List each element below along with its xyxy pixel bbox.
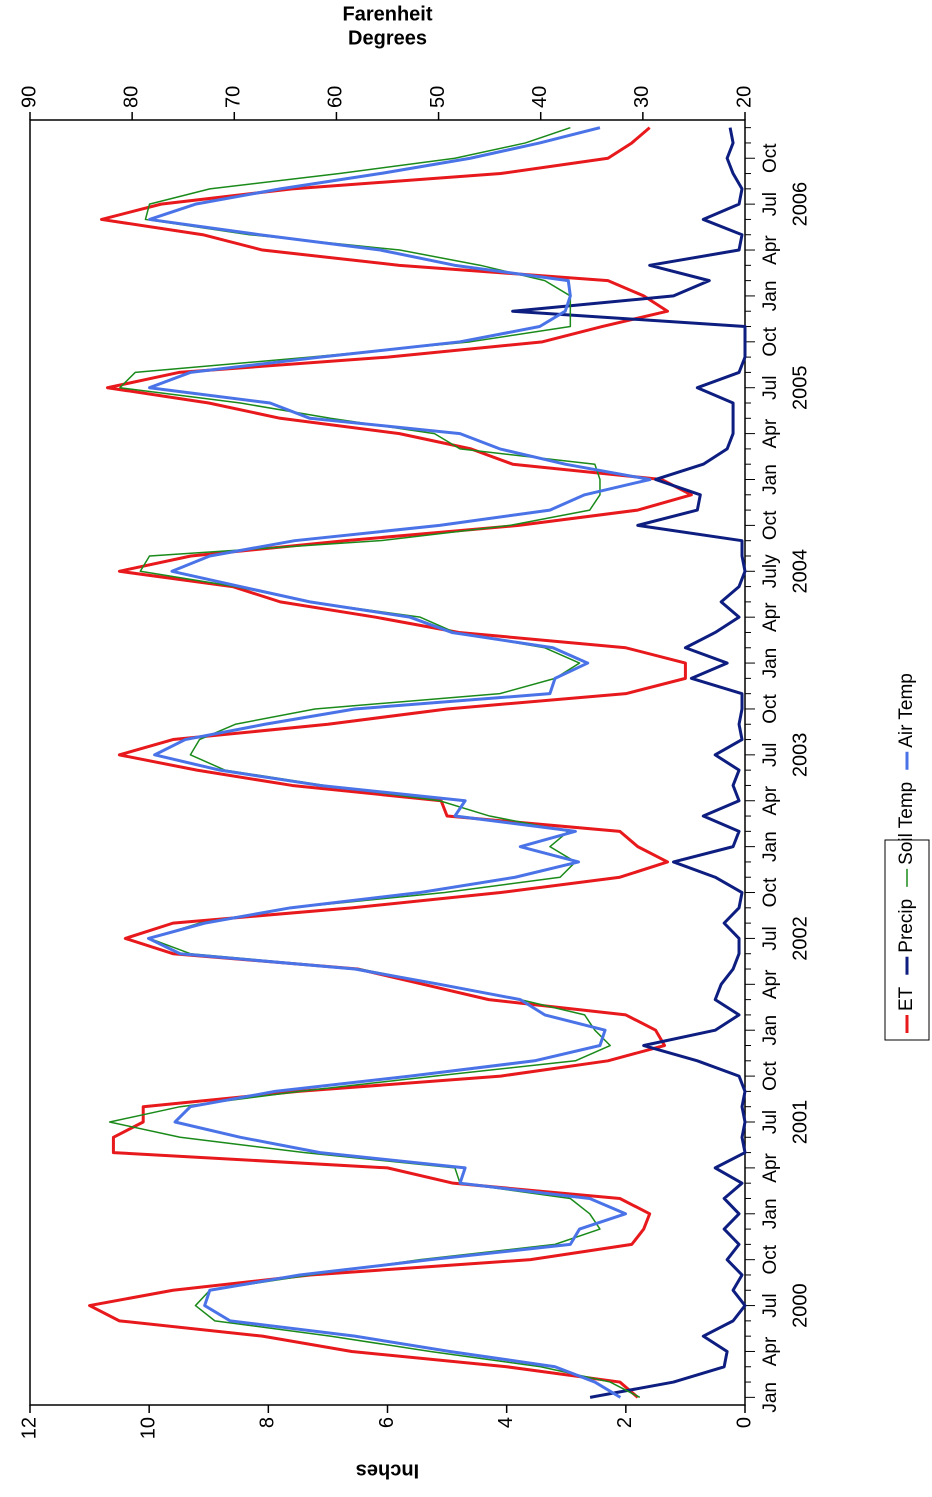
x-tick-label: Jan [760, 648, 781, 679]
y-tick-label: 0 [733, 1417, 755, 1428]
x-tick-label: Jan [760, 464, 781, 495]
plot-frame [29, 119, 746, 1406]
y2-tick-label: 40 [529, 86, 551, 108]
x-tick-label: Apr [760, 602, 781, 632]
x-tick-label: Oct [760, 143, 781, 173]
y-tick-label: 12 [18, 1417, 40, 1439]
y2-tick-label: 20 [733, 86, 755, 108]
y-tick-label: 2 [614, 1417, 636, 1428]
x-tick-label: Oct [760, 1244, 781, 1274]
y-tick-label: 6 [376, 1417, 398, 1428]
x-tick-label: Jan [760, 1015, 781, 1046]
x-tick-label: Apr [760, 1336, 781, 1366]
x-tick-label: Jan [760, 1382, 781, 1413]
legend-label: ET [896, 986, 917, 1011]
x-tick-label: Apr [760, 1152, 781, 1182]
rotated-chart: 0 2 4 6 8 10 12 Inches 20 30 40 50 60 70 80 90 DegreesFa… [18, 3, 930, 1482]
x-tick-label: Jul [760, 1293, 781, 1317]
y2-tick-label: 60 [325, 86, 347, 108]
x-tick-label: Oct [760, 693, 781, 723]
x-tick-label: Jul [760, 376, 781, 400]
legend-label: Precip [896, 899, 917, 953]
year-label: 2004 [789, 549, 811, 594]
y-axis-title: Inches [356, 1460, 419, 1482]
year-label: 2003 [789, 733, 811, 778]
x-tick-label: Jul [760, 743, 781, 767]
y2-tick-label: 80 [120, 86, 142, 108]
legend-label: Air Temp [896, 673, 917, 748]
legend-label: Soil Temp [896, 782, 917, 865]
x-tick-label: Apr [760, 785, 781, 815]
y2-tick-label: 70 [223, 86, 245, 108]
x-tick-label: Apr [760, 235, 781, 265]
y2-tick-label: 90 [18, 86, 40, 108]
x-tick-label: Jul [760, 192, 781, 216]
y2-axis-title: Degrees [348, 27, 427, 49]
x-tick-label: Oct [760, 1061, 781, 1091]
legend-box [884, 839, 930, 1041]
y-tick-label: 8 [257, 1417, 279, 1428]
y-tick-label: 4 [495, 1417, 517, 1428]
x-tick-label: Jan [760, 1198, 781, 1229]
x-tick-label: Jul [760, 1110, 781, 1134]
series-line [146, 126, 652, 1399]
year-label: 2002 [789, 916, 811, 961]
x-tick-label: Oct [760, 510, 781, 540]
x-tick-label: Apr [760, 969, 781, 999]
year-label: 2000 [789, 1283, 811, 1328]
y2-tick-label: 50 [427, 86, 449, 108]
y2-tick-label: 30 [631, 86, 653, 108]
series-line [511, 127, 747, 1399]
year-label: 2006 [789, 182, 811, 227]
x-tick-label: Jan [760, 831, 781, 862]
year-label: 2001 [789, 1100, 811, 1145]
x-tick-label: Apr [760, 418, 781, 448]
x-tick-label: Jan [760, 281, 781, 312]
y-tick-label: 10 [137, 1417, 159, 1439]
x-tick-label: July [760, 554, 781, 588]
x-tick-label: Oct [760, 877, 781, 907]
y2-axis-title: Farenheit [342, 3, 432, 25]
x-tick-label: Oct [760, 326, 781, 356]
x-tick-label: Jul [760, 926, 781, 950]
year-label: 2005 [789, 365, 811, 410]
